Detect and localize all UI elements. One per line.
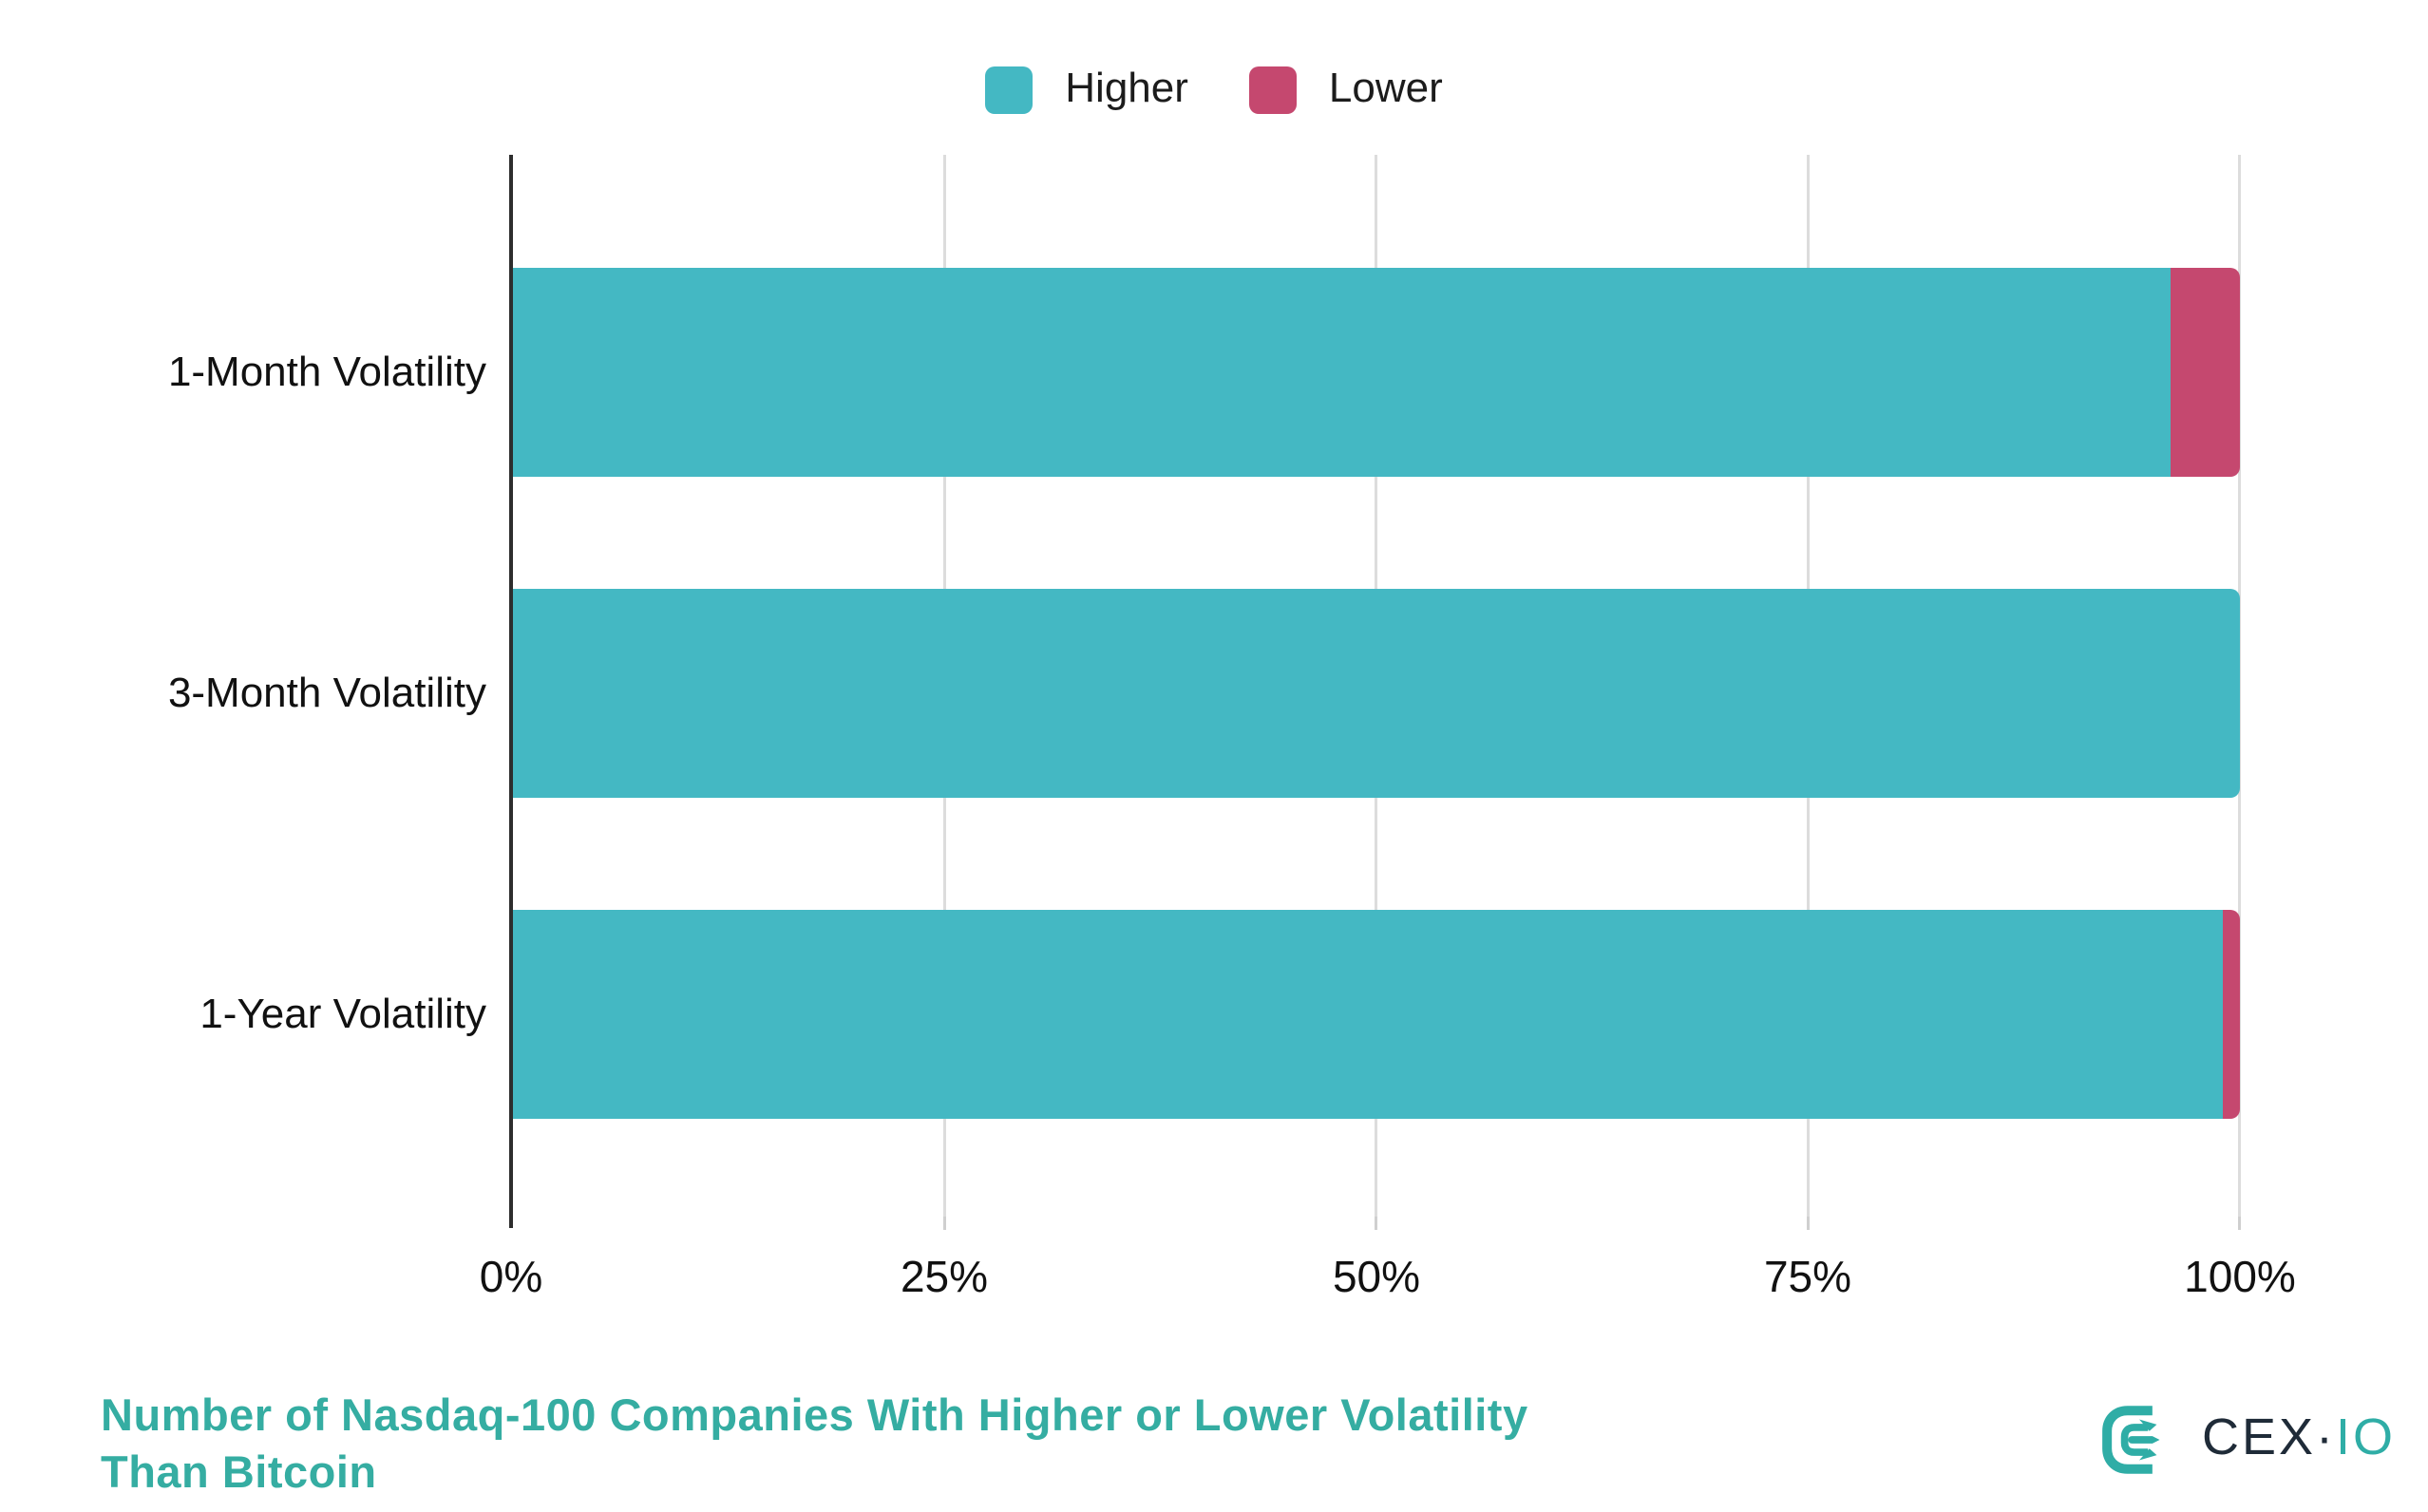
x-tick-label-0: 0% (479, 1252, 543, 1301)
x-tick-label-25: 25% (900, 1252, 989, 1301)
legend-item-lower: Lower (1248, 65, 1443, 114)
chart-title: Number of Nasdaq-100 Companies With High… (101, 1387, 1528, 1501)
cexio-logo-mark-icon (2102, 1406, 2160, 1474)
bar-segment-higher (513, 589, 2240, 798)
chart-title-line-1: Number of Nasdaq-100 Companies With High… (101, 1389, 1528, 1440)
cexio-logo-text: CEX·IO (2202, 1411, 2396, 1468)
bar-segment-lower (2222, 910, 2240, 1119)
logo-text-io: IO (2336, 1408, 2397, 1465)
bar-segment-higher (513, 910, 2223, 1119)
legend-label-lower: Lower (1328, 65, 1443, 111)
legend-swatch-higher (985, 66, 1034, 114)
y-axis-label-1-month: 1-Month Volatility (167, 349, 486, 395)
cexio-logo: CEX·IO (2101, 1403, 2396, 1477)
logo-text-cex: CEX· (2202, 1408, 2337, 1465)
x-tick-label-50: 50% (1332, 1252, 1421, 1301)
bar-segment-lower (2171, 268, 2240, 477)
y-axis-label-3-month: 3-Month Volatility (167, 670, 486, 716)
bar-3-month-volatility (513, 589, 2240, 798)
legend-label-higher: Higher (1065, 65, 1188, 111)
x-tick-mark-75 (1806, 1217, 1810, 1230)
bar-segment-higher (513, 268, 2172, 477)
plot-area (513, 155, 2241, 1230)
chart-title-line-2: Than Bitcoin (101, 1446, 377, 1497)
x-tick-mark-50 (1375, 1217, 1377, 1230)
y-axis-line (509, 155, 513, 1228)
legend-item-higher: Higher (985, 66, 1188, 114)
x-tick-mark-100 (2238, 1217, 2241, 1230)
legend-swatch-lower (1248, 66, 1297, 114)
x-tick-label-75: 75% (1763, 1252, 1852, 1301)
legend: Higher Lower (0, 66, 2428, 114)
bar-1-month-volatility (513, 268, 2240, 477)
x-tick-mark-25 (942, 1217, 946, 1230)
y-axis-label-1-year: 1-Year Volatility (199, 991, 486, 1037)
x-tick-label-100: 100% (2184, 1252, 2296, 1301)
bar-1-year-volatility (513, 910, 2240, 1119)
